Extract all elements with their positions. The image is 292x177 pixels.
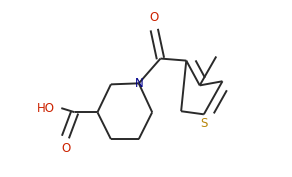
- Text: N: N: [134, 77, 143, 90]
- Text: O: O: [150, 12, 159, 24]
- Text: HO: HO: [37, 102, 55, 115]
- Text: S: S: [200, 117, 208, 130]
- Text: O: O: [62, 142, 71, 155]
